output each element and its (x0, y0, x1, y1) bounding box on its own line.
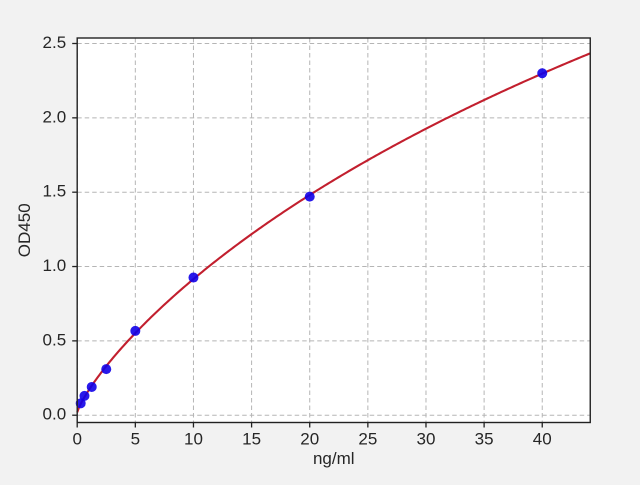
svg-text:1.0: 1.0 (43, 256, 67, 275)
svg-text:ng/ml: ng/ml (313, 449, 355, 468)
svg-text:10: 10 (184, 430, 203, 449)
svg-text:30: 30 (417, 430, 436, 449)
svg-text:40: 40 (533, 430, 552, 449)
svg-text:20: 20 (300, 430, 319, 449)
svg-text:35: 35 (475, 430, 494, 449)
svg-text:1.5: 1.5 (43, 182, 67, 201)
svg-text:5: 5 (131, 430, 140, 449)
svg-text:0.5: 0.5 (43, 330, 67, 349)
svg-text:15: 15 (242, 430, 261, 449)
svg-text:OD450: OD450 (15, 203, 34, 257)
svg-text:25: 25 (358, 430, 377, 449)
svg-text:2.0: 2.0 (43, 107, 67, 126)
svg-text:0: 0 (72, 430, 81, 449)
svg-text:2.5: 2.5 (43, 33, 67, 52)
svg-text:0.0: 0.0 (43, 405, 67, 424)
